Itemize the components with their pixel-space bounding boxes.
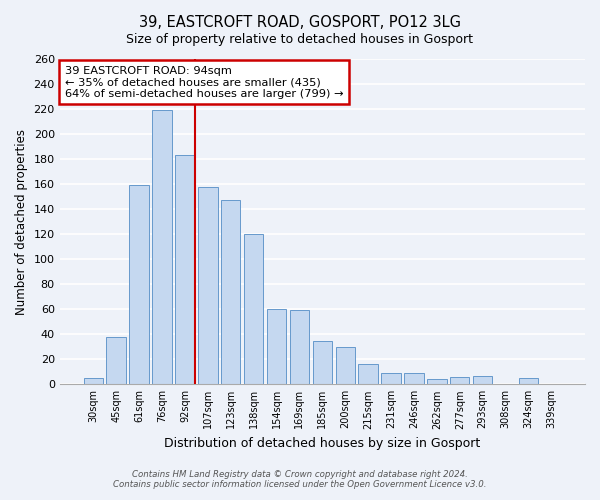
Bar [106,337,126,384]
Bar [473,376,493,384]
Bar [313,340,332,384]
Bar [152,110,172,384]
Bar [427,380,446,384]
X-axis label: Distribution of detached houses by size in Gosport: Distribution of detached houses by size … [164,437,481,450]
Bar [382,373,401,384]
Text: Contains HM Land Registry data © Crown copyright and database right 2024.
Contai: Contains HM Land Registry data © Crown c… [113,470,487,489]
Text: 39, EASTCROFT ROAD, GOSPORT, PO12 3LG: 39, EASTCROFT ROAD, GOSPORT, PO12 3LG [139,15,461,30]
Bar [221,200,241,384]
Y-axis label: Number of detached properties: Number of detached properties [15,128,28,314]
Bar [290,310,309,384]
Bar [175,156,194,384]
Bar [198,186,218,384]
Bar [358,364,378,384]
Text: Size of property relative to detached houses in Gosport: Size of property relative to detached ho… [127,32,473,46]
Bar [130,186,149,384]
Bar [519,378,538,384]
Bar [83,378,103,384]
Bar [404,373,424,384]
Bar [244,234,263,384]
Bar [450,377,469,384]
Bar [335,347,355,385]
Text: 39 EASTCROFT ROAD: 94sqm
← 35% of detached houses are smaller (435)
64% of semi-: 39 EASTCROFT ROAD: 94sqm ← 35% of detach… [65,66,343,98]
Bar [267,309,286,384]
